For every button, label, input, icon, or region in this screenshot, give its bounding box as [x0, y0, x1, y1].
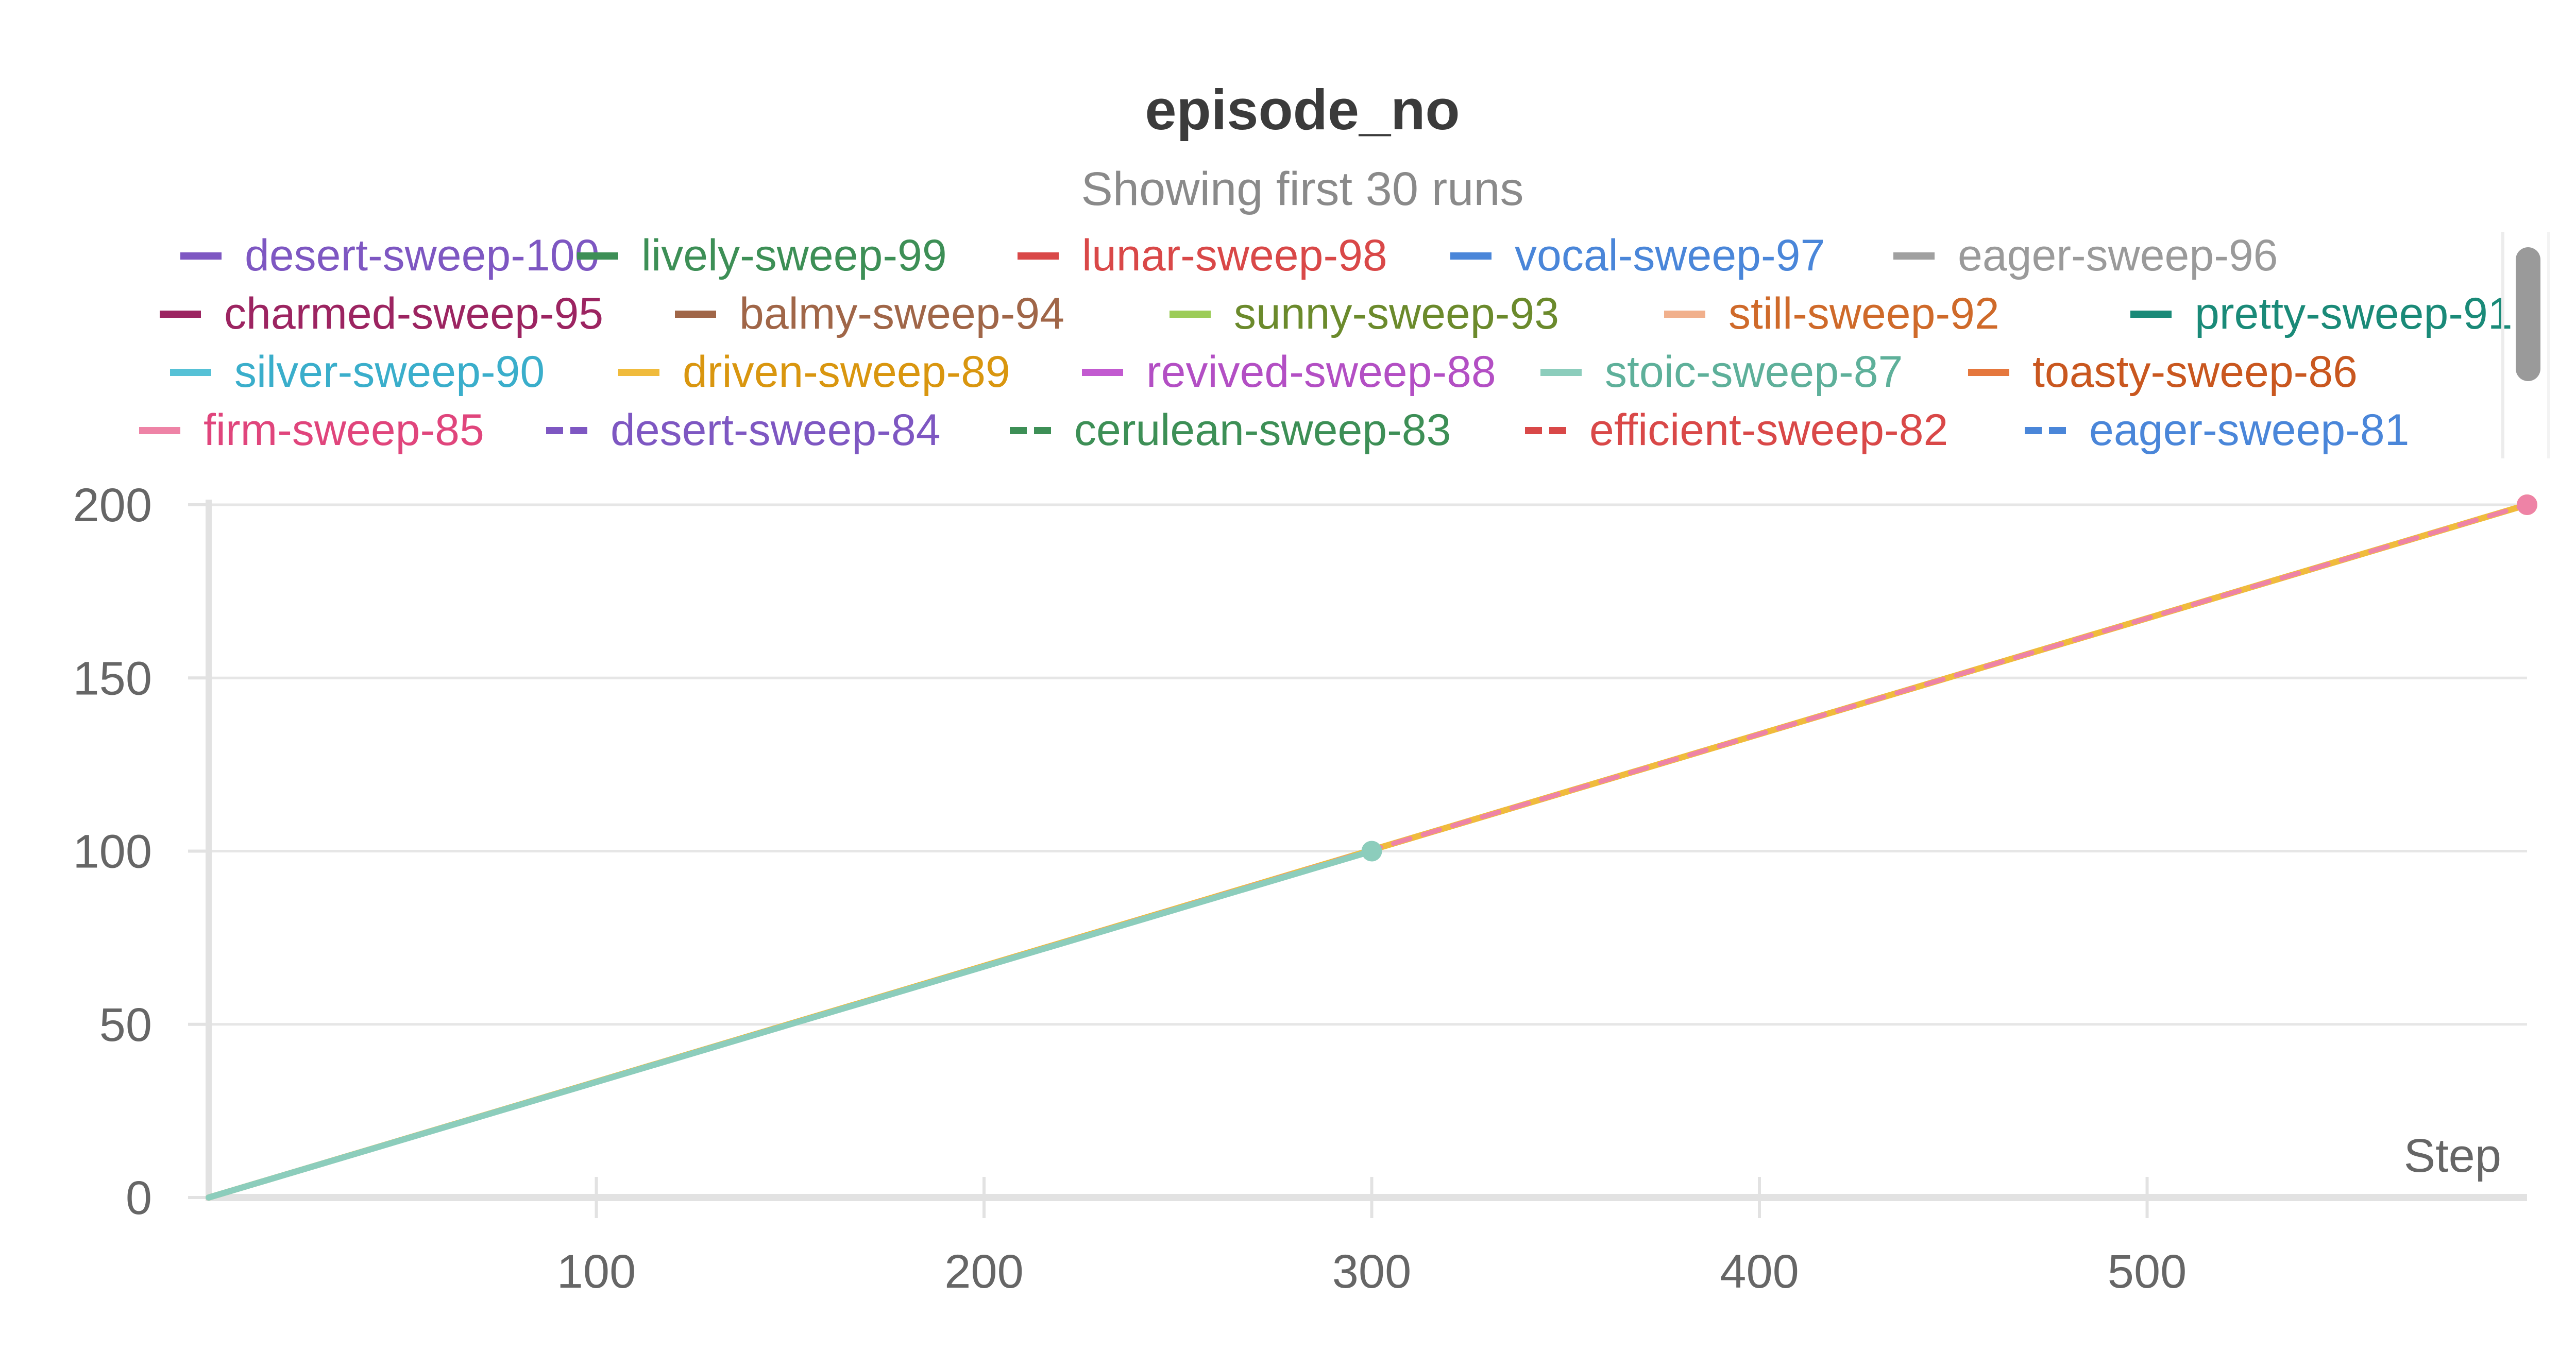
legend-label: vocal-sweep-97	[1515, 231, 1825, 280]
x-tick-label: 300	[1332, 1245, 1412, 1298]
legend-swatch	[1968, 369, 2009, 376]
legend-label: balmy-sweep-94	[739, 289, 1064, 338]
legend-swatch	[170, 369, 211, 376]
legend-swatch	[180, 252, 222, 260]
legend-label: efficient-sweep-82	[1589, 405, 1948, 455]
legend-label: lively-sweep-99	[641, 231, 947, 280]
legend-label: desert-sweep-100	[245, 231, 600, 280]
legend-swatch	[1018, 252, 1059, 260]
legend-swatch	[1010, 427, 1051, 434]
legend-row: silver-sweep-90 driven-sweep-89 revived-sw…	[0, 343, 2519, 401]
y-tick-label: 100	[73, 826, 152, 878]
legend-swatch	[1540, 369, 1582, 376]
legend-label: driven-sweep-89	[683, 347, 1010, 397]
legend-swatch	[1450, 252, 1492, 260]
legend-swatch	[1082, 369, 1123, 376]
chart-title: episode_no	[1145, 78, 1460, 142]
legend-swatch	[2025, 427, 2066, 434]
legend-label: sunny-sweep-93	[1234, 289, 1560, 338]
legend-swatch	[577, 252, 618, 260]
legend-label: eager-sweep-81	[2089, 405, 2410, 455]
legend-swatch	[1525, 427, 1566, 434]
legend-swatch	[546, 427, 587, 434]
legend-swatch	[1893, 252, 1935, 260]
legend-label: desert-sweep-84	[611, 405, 941, 455]
legend-row: desert-sweep-100 lively-sweep-99 lunar-swe…	[0, 227, 2519, 285]
legend-row: charmed-sweep-95 balmy-sweep-94 sunny-swee…	[0, 285, 2519, 343]
legend-scroll-thumb[interactable]	[2516, 247, 2540, 381]
legend-label: eager-sweep-96	[1958, 231, 2278, 280]
y-tick-label: 50	[99, 999, 152, 1051]
x-tick-label: 100	[557, 1245, 636, 1298]
series-end-point	[2517, 494, 2537, 515]
legend-label: silver-sweep-90	[234, 347, 545, 397]
chart-subtitle: Showing first 30 runs	[1081, 163, 1524, 215]
legend-label: pretty-sweep-91	[2195, 289, 2513, 338]
x-axis-title: Step	[2404, 1130, 2501, 1182]
series-end-point	[1361, 841, 1382, 862]
legend-swatch	[160, 311, 201, 318]
legend-label: cerulean-sweep-83	[1074, 405, 1451, 455]
legend-swatch	[139, 427, 180, 434]
series-line	[206, 848, 1375, 1201]
legend-swatch	[1170, 311, 1211, 318]
legend-swatch	[2130, 311, 2172, 318]
legend-label: toasty-sweep-86	[2032, 347, 2358, 397]
x-tick-label: 500	[2108, 1245, 2187, 1298]
legend-swatch	[618, 369, 659, 376]
x-tick-label: 400	[1720, 1245, 1799, 1298]
legend-label: lunar-sweep-98	[1082, 231, 1387, 280]
legend-swatch	[1664, 311, 1705, 318]
legend-label: revived-sweep-88	[1146, 347, 1496, 397]
legend-label: still-sweep-92	[1728, 289, 1999, 338]
legend: desert-sweep-100 lively-sweep-99 lunar-swe…	[0, 227, 2519, 469]
legend-scrollbar[interactable]	[2501, 232, 2550, 458]
x-tick-label: 200	[944, 1245, 1024, 1298]
y-tick-label: 200	[73, 479, 152, 532]
legend-swatch	[675, 311, 716, 318]
legend-label: firm-sweep-85	[204, 405, 484, 455]
legend-label: charmed-sweep-95	[224, 289, 604, 338]
legend-label: stoic-sweep-87	[1605, 347, 1903, 397]
y-tick-label: 150	[73, 652, 152, 705]
y-tick-label: 0	[126, 1172, 152, 1224]
legend-row: firm-sweep-85 desert-sweep-84 cerulean-swe…	[0, 401, 2519, 459]
